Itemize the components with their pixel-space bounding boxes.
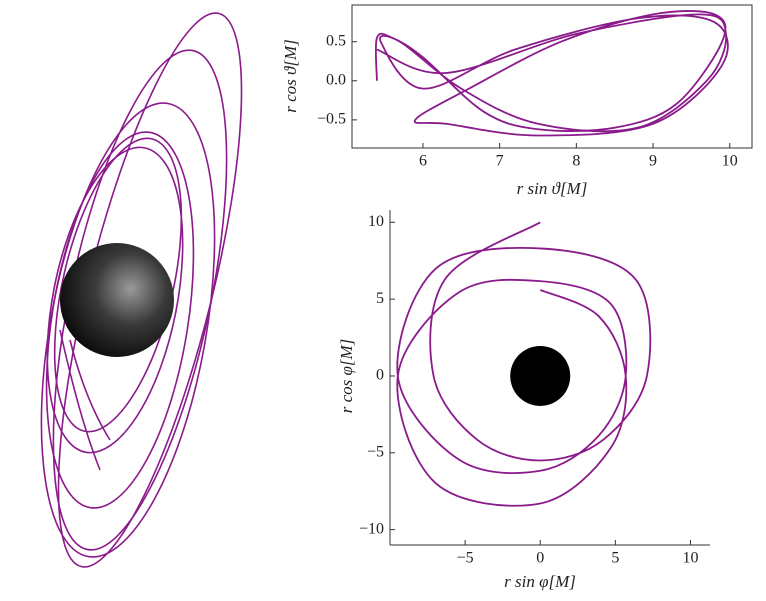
black-hole (510, 346, 570, 406)
y-tick-label: 10 (368, 213, 384, 230)
y-tick-label: −10 (359, 520, 384, 537)
x-tick-label: 8 (572, 153, 580, 170)
black-hole (60, 243, 174, 357)
y-tick-label: 0 (376, 367, 384, 384)
orbit-line (376, 11, 728, 136)
y-axis-label: r cos φ[M] (337, 339, 356, 414)
x-axis-label: r sin φ[M] (504, 572, 576, 591)
y-tick-label: 0.5 (326, 32, 346, 49)
y-tick-label: −0.5 (317, 111, 346, 128)
x-tick-label: 6 (419, 153, 427, 170)
x-tick-label: 7 (496, 153, 504, 170)
x-tick-label: 0 (536, 550, 544, 567)
x-tick-label: −5 (457, 550, 474, 567)
x-tick-label: 10 (722, 153, 738, 170)
x-tick-label: 5 (611, 550, 619, 567)
y-tick-label: 0.0 (326, 71, 346, 88)
page: {"chart_data": [ {"type": "line", "x_lab… (0, 0, 766, 601)
plots: 6 7 8 9 10 0.5 0.0 −0.5 r sin ϑ[M] r cos ϑ[M] −5 0 5… (281, 5, 752, 591)
x-tick-label: 10 (682, 550, 698, 567)
y-tick-label: −5 (367, 443, 384, 460)
figure: 6 7 8 9 10 0.5 0.0 −0.5 r sin ϑ[M] r cos ϑ[M] −5 0 5… (0, 0, 766, 601)
x-tick-label: 9 (649, 153, 657, 170)
y-axis-label: r cos ϑ[M] (281, 39, 300, 113)
y-tick-label: 5 (376, 290, 384, 307)
x-axis-label: r sin ϑ[M] (517, 179, 588, 198)
